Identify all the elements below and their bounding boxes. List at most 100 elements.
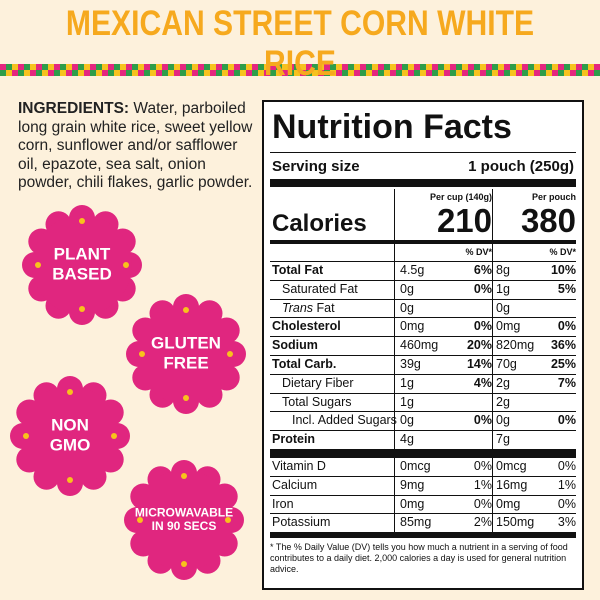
- calories-label: Calories: [272, 210, 367, 237]
- pattern-tile: [102, 70, 108, 76]
- pattern-tile: [168, 64, 174, 70]
- pattern-tile: [588, 70, 594, 76]
- amount: 70g: [496, 357, 517, 371]
- pattern-tile: [264, 64, 270, 70]
- rule: [270, 449, 576, 457]
- pattern-tile: [72, 64, 78, 70]
- amount: 460mg: [400, 338, 439, 353]
- rule: [270, 317, 576, 319]
- amount: 2g: [496, 375, 510, 390]
- badge-dot: [183, 307, 189, 313]
- pattern-tile: [294, 64, 300, 70]
- badge-dot: [225, 517, 231, 523]
- pattern-tile: [228, 70, 234, 76]
- pattern-tile: [360, 70, 366, 76]
- amount: 4.5g: [400, 263, 425, 277]
- pattern-tile: [276, 64, 282, 70]
- pattern-tile: [120, 64, 126, 70]
- pattern-tile: [558, 70, 564, 76]
- pattern-tile: [192, 70, 198, 76]
- pattern-tile: [390, 64, 396, 70]
- pattern-tile: [342, 70, 348, 76]
- pattern-tile: [324, 70, 330, 76]
- nutrient-name: Iron: [272, 497, 294, 511]
- pattern-tile: [420, 70, 426, 76]
- pattern-tile: [12, 64, 18, 70]
- daily-value: 0%: [473, 319, 492, 334]
- pattern-tile: [276, 70, 282, 76]
- pattern-tile: [240, 70, 246, 76]
- pattern-tile: [336, 64, 342, 70]
- badge-dot: [137, 517, 143, 523]
- pattern-tile: [210, 70, 216, 76]
- pattern-tile: [522, 70, 528, 76]
- rule: [270, 494, 576, 496]
- pattern-tile: [312, 70, 318, 76]
- pattern-tile: [378, 70, 384, 76]
- amount: 1g: [496, 281, 510, 296]
- pattern-tile: [546, 64, 552, 70]
- badge-dot: [111, 433, 117, 439]
- amount: 85mg: [400, 515, 432, 530]
- nutrient-name-text: Fat: [316, 300, 335, 315]
- nutrient-name: Vitamin D: [272, 459, 326, 473]
- pattern-tile: [66, 64, 72, 70]
- pattern-tile: [366, 64, 372, 70]
- pattern-tile: [306, 70, 312, 76]
- pattern-tile: [594, 64, 600, 70]
- pattern-tile: [0, 64, 6, 70]
- pattern-tile: [132, 64, 138, 70]
- rule: [270, 411, 576, 413]
- pattern-tile: [318, 70, 324, 76]
- pattern-tile: [558, 64, 564, 70]
- amount: 4g: [400, 432, 414, 447]
- pattern-tile: [564, 70, 570, 76]
- badge-text: FREE: [163, 353, 208, 372]
- col-header: Per cup (140g): [429, 192, 492, 202]
- badge-dot: [227, 351, 233, 357]
- pattern-tile: [54, 64, 60, 70]
- pattern-tile: [18, 64, 24, 70]
- nutrient-name: Trans Fat: [282, 301, 335, 315]
- pattern-tile: [570, 70, 576, 76]
- badge-text: BASED: [52, 264, 112, 283]
- pattern-tile: [516, 70, 522, 76]
- pattern-tile: [576, 64, 582, 70]
- nutrient-name: Incl. Added Sugars: [292, 413, 397, 427]
- rule: [270, 532, 576, 539]
- rule: [270, 336, 576, 338]
- pattern-tile: [234, 70, 240, 76]
- daily-value: 0%: [557, 413, 576, 428]
- pattern-tile: [54, 70, 60, 76]
- pattern-tile: [486, 70, 492, 76]
- rule: [270, 513, 576, 515]
- pattern-tile: [126, 64, 132, 70]
- nutrient-name: Protein: [272, 432, 315, 446]
- calories-value: 380: [520, 202, 576, 239]
- daily-value: 0%: [473, 281, 492, 296]
- pattern-tile: [144, 70, 150, 76]
- pattern-tile: [162, 64, 168, 70]
- pattern-tile: [132, 70, 138, 76]
- pattern-tile: [30, 64, 36, 70]
- pattern-tile: [150, 70, 156, 76]
- pattern-tile: [378, 64, 384, 70]
- pattern-tile: [312, 64, 318, 70]
- pattern-tile: [138, 70, 144, 76]
- pattern-tile: [348, 64, 354, 70]
- pattern-tile: [24, 64, 30, 70]
- pattern-tile: [180, 70, 186, 76]
- pattern-tile: [456, 64, 462, 70]
- ingredients-text: Water, parboiled long grain white rice, …: [18, 100, 253, 191]
- pattern-tile: [240, 64, 246, 70]
- amount: 0g: [400, 413, 414, 428]
- pattern-tile: [372, 70, 378, 76]
- pattern-tile: [108, 64, 114, 70]
- pattern-tile: [444, 64, 450, 70]
- rule: [270, 240, 394, 244]
- nutrient-name-text: Iron: [272, 496, 294, 511]
- pattern-tile: [228, 64, 234, 70]
- pattern-tile: [144, 64, 150, 70]
- badge-body: [134, 470, 234, 570]
